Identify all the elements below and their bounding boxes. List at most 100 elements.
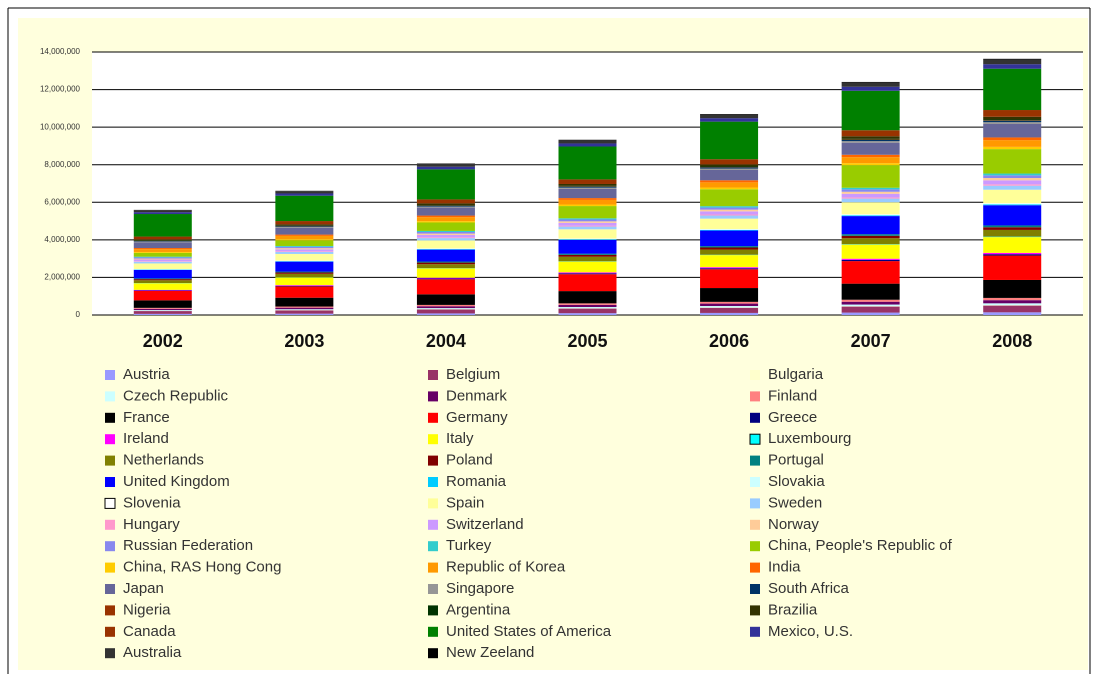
- bar-segment: [700, 303, 759, 307]
- y-tick-label: 10,000,000: [40, 122, 81, 131]
- legend-label: Denmark: [446, 387, 507, 404]
- bar-segment: [841, 197, 900, 199]
- legend-swatch: [428, 477, 438, 487]
- bar-segment: [133, 214, 192, 237]
- legend-swatch: [105, 562, 115, 573]
- legend-label: Italy: [446, 430, 474, 447]
- legend-label: Japan: [123, 580, 164, 597]
- bar-segment: [700, 164, 759, 167]
- bar-segment: [841, 198, 900, 203]
- bar-segment: [983, 58, 1042, 60]
- bar-segment: [558, 187, 617, 189]
- bar-segment: [133, 241, 192, 243]
- bar-segment: [133, 258, 192, 260]
- bar-segment: [700, 301, 759, 304]
- bar-segment: [558, 140, 617, 144]
- legend-swatch: [428, 391, 438, 402]
- bar-segment: [416, 234, 475, 238]
- bar-segment: [841, 258, 900, 260]
- bar-segment: [133, 252, 192, 257]
- bar-segment: [133, 261, 192, 264]
- bar-segment: [416, 309, 475, 314]
- legend-swatch: [428, 562, 438, 573]
- bar-segment: [416, 166, 475, 170]
- bar-segment: [983, 180, 1042, 185]
- bar-segment: [275, 286, 334, 298]
- bar-segment: [416, 237, 475, 239]
- bar-segment: [558, 185, 617, 187]
- bar-segment: [558, 261, 617, 273]
- bar-segment: [416, 217, 475, 222]
- legend-swatch: [750, 605, 760, 616]
- bar-segment: [416, 279, 475, 295]
- y-tick-label: 0: [76, 310, 81, 319]
- x-tick-label: 2006: [709, 331, 749, 351]
- legend-swatch: [428, 605, 438, 616]
- legend-label: India: [768, 559, 801, 576]
- bar-segment: [983, 237, 1042, 253]
- bar-segment: [841, 312, 900, 315]
- y-tick-label: 8,000,000: [44, 160, 80, 169]
- bar-segment: [416, 308, 475, 310]
- bar-segment: [558, 198, 617, 200]
- legend-label: Hungary: [123, 516, 180, 533]
- legend-label: Ireland: [123, 430, 169, 447]
- bar-segment: [700, 229, 759, 231]
- legend-swatch: [105, 519, 115, 530]
- bar-segment: [983, 305, 1042, 313]
- legend-label: Norway: [768, 516, 819, 533]
- bar-segment: [841, 86, 900, 91]
- legend-label: Singapore: [446, 580, 514, 597]
- legend-label: Finland: [768, 387, 817, 404]
- bar-segment: [983, 173, 1042, 176]
- bar-segment: [275, 191, 334, 194]
- legend-label: Brazilia: [768, 601, 818, 618]
- bar-segment: [133, 269, 192, 279]
- bar-segment: [275, 193, 334, 196]
- bar-segment: [275, 277, 334, 286]
- x-tick-label: 2005: [567, 331, 607, 351]
- legend-swatch: [105, 541, 115, 552]
- bar-segment: [841, 82, 900, 87]
- bar-segment: [416, 238, 475, 241]
- bar-segment: [841, 187, 900, 190]
- legend-label: Slovenia: [123, 494, 181, 511]
- bar-segment: [275, 195, 334, 222]
- bar-segment: [841, 202, 900, 215]
- bar-segment: [558, 239, 617, 254]
- legend-label: China, People's Republic of: [768, 537, 953, 554]
- bar-segment: [558, 304, 617, 308]
- legend-swatch: [750, 412, 760, 423]
- y-tick-label: 4,000,000: [44, 235, 80, 244]
- bar-segment: [983, 64, 1042, 69]
- legend-swatch: [428, 498, 438, 509]
- legend-swatch: [750, 391, 760, 402]
- x-tick-label: 2008: [992, 331, 1032, 351]
- bar-segment: [275, 306, 334, 308]
- bar-segment: [700, 306, 759, 308]
- legend-swatch: [105, 391, 115, 402]
- bar-segment: [983, 204, 1042, 206]
- legend-label: Luxembourg: [768, 430, 851, 447]
- bar-segment: [275, 313, 334, 315]
- bar-segment: [700, 255, 759, 268]
- legend-swatch: [750, 541, 760, 552]
- bar-segment: [133, 290, 192, 291]
- bar-segment: [558, 219, 617, 222]
- bar-segment: [275, 221, 334, 225]
- legend-swatch: [104, 497, 116, 509]
- legend-label: Greece: [768, 409, 817, 426]
- bar-segment: [558, 204, 617, 207]
- legend-label: Austria: [123, 366, 170, 383]
- bar-segment: [558, 256, 617, 262]
- legend-label: United Kingdom: [123, 473, 230, 490]
- bar-segment: [133, 313, 192, 315]
- bar-segment: [700, 312, 759, 315]
- bar-segment: [558, 179, 617, 184]
- legend-swatch: [105, 370, 115, 380]
- bar-segment: [416, 268, 475, 278]
- bar-segment: [558, 139, 617, 141]
- bar-segment: [983, 300, 1042, 304]
- bar-segment: [133, 280, 192, 284]
- legend-swatch: [428, 370, 438, 380]
